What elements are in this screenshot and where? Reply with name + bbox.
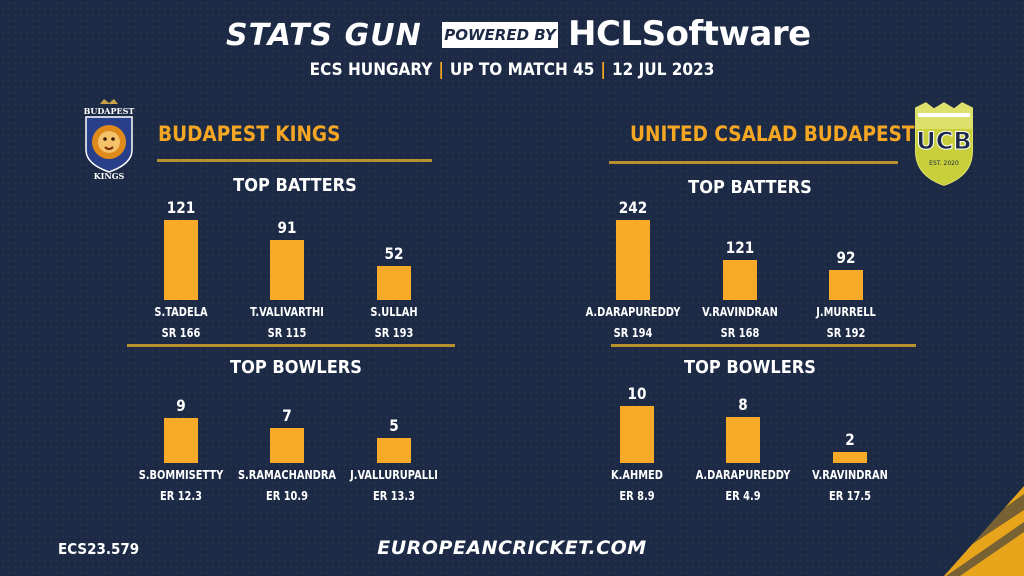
player-stat: ER 10.9 <box>265 489 308 503</box>
bar <box>833 452 867 463</box>
logo-text-bottom: KINGS <box>94 171 125 180</box>
logo-text-top: BUDAPEST <box>84 106 135 116</box>
bar-value-label: 121 <box>166 198 196 217</box>
logo-text-top: UCB <box>916 127 971 155</box>
powered-by-badge: POWERED BY <box>442 22 558 48</box>
ucb-logo-icon: UCB EST. 2020 <box>913 99 975 189</box>
subtitle-date: 12 JUL 2023 <box>612 60 715 80</box>
player-name: J.MURRELL <box>816 305 876 319</box>
player-stat: ER 13.3 <box>372 489 415 503</box>
subtitle-competition: ECS HUNGARY <box>309 60 433 80</box>
sponsor-hcl: HCL <box>568 14 642 54</box>
bar-value-label: 5 <box>389 416 399 435</box>
player-name: S.TADELA <box>154 305 208 319</box>
player-name: K.AHMED <box>611 468 663 482</box>
subtitle-matches: UP TO MATCH 45 <box>449 60 595 80</box>
bar-value-label: 91 <box>277 218 297 237</box>
budapest-kings-logo-icon: BUDAPEST KINGS <box>84 99 135 180</box>
player-stat: SR 115 <box>267 326 307 340</box>
bar-value-label: 52 <box>384 244 404 263</box>
bar <box>377 438 411 463</box>
player-stat: ER 4.9 <box>725 489 761 503</box>
player-name: S.RAMACHANDRA <box>237 468 337 482</box>
sponsor-software: Software <box>641 14 812 54</box>
bar <box>270 240 304 300</box>
player-stat: SR 166 <box>161 326 201 340</box>
player-stat: ER 8.9 <box>619 489 655 503</box>
player-name: S.BOMMISETTY <box>138 468 224 482</box>
bar <box>377 266 411 300</box>
player-name: A.DARAPUREDDY <box>585 305 681 319</box>
section-title-batters: TOP BATTERS <box>233 175 357 196</box>
bar <box>620 406 654 463</box>
bar-value-label: 2 <box>845 430 855 449</box>
player-stat: ER 17.5 <box>828 489 871 503</box>
bar <box>726 417 760 463</box>
divider <box>127 344 455 347</box>
bar <box>829 270 863 300</box>
bar <box>164 220 198 300</box>
bar-value-label: 10 <box>627 384 647 403</box>
team-name: UNITED CSALAD BUDAPEST <box>630 122 915 146</box>
bar <box>270 428 304 463</box>
bar-value-label: 242 <box>618 198 648 217</box>
bar <box>616 220 650 300</box>
player-stat: SR 192 <box>826 326 866 340</box>
subtitle-separator: | <box>438 60 444 80</box>
section-title-batters: TOP BATTERS <box>688 177 812 198</box>
subtitle: ECS HUNGARY | UP TO MATCH 45 | 12 JUL 2023 <box>0 60 1024 80</box>
corner-stripes-decoration <box>908 486 1024 576</box>
bar-value-label: 8 <box>738 395 748 414</box>
section-title-bowlers: TOP BOWLERS <box>684 357 816 378</box>
bar <box>164 418 198 463</box>
player-name: V.RAVINDRAN <box>812 468 888 482</box>
player-stat: SR 193 <box>374 326 414 340</box>
player-name: J.VALLURUPALLI <box>350 468 438 482</box>
footer-url: EUROPEANCRICKET.COM <box>377 537 647 559</box>
player-name: S.ULLAH <box>370 305 418 319</box>
bar-value-label: 121 <box>725 238 755 257</box>
sponsor-logo: HCLSoftware <box>568 14 811 54</box>
player-stat: SR 168 <box>720 326 760 340</box>
logo-text-bottom: EST. 2020 <box>929 160 959 167</box>
bar-value-label: 7 <box>282 406 292 425</box>
bar-value-label: 9 <box>176 396 186 415</box>
section-title-bowlers: TOP BOWLERS <box>230 357 362 378</box>
brand-title: STATS GUN <box>226 18 422 53</box>
divider <box>157 159 432 162</box>
player-name: A.DARAPUREDDY <box>695 468 791 482</box>
player-name: T.VALIVARTHI <box>250 305 324 319</box>
bar <box>723 260 757 300</box>
subtitle-separator: | <box>600 60 606 80</box>
player-name: V.RAVINDRAN <box>702 305 778 319</box>
team-name: BUDAPEST KINGS <box>158 122 341 146</box>
divider <box>611 344 916 347</box>
bar-value-label: 92 <box>836 248 856 267</box>
divider <box>609 161 898 164</box>
player-stat: ER 12.3 <box>159 489 202 503</box>
footer-id: ECS23.579 <box>58 540 140 558</box>
player-stat: SR 194 <box>613 326 653 340</box>
